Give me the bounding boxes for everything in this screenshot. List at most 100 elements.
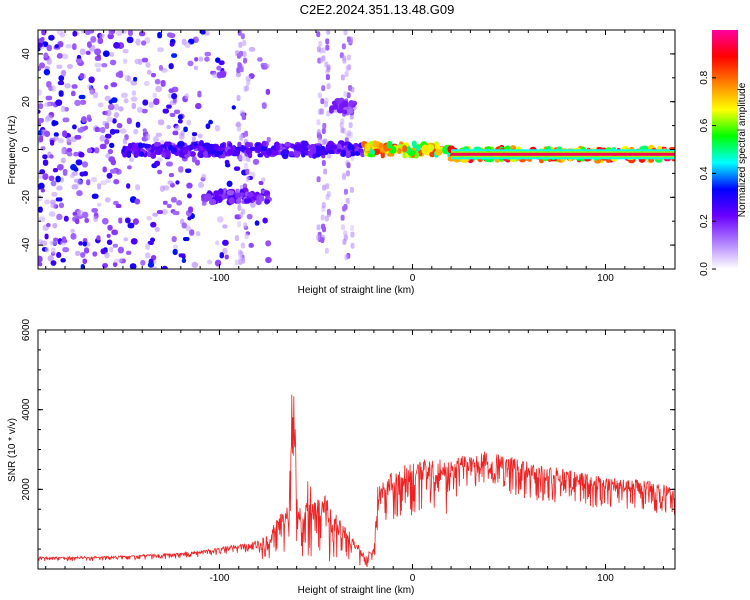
heatmap-cell	[105, 109, 112, 117]
heatmap-cell	[168, 173, 175, 178]
heatmap-cell	[74, 250, 81, 256]
heatmap-cell	[207, 259, 213, 265]
heatmap-cell	[104, 139, 110, 145]
heatmap-cell	[261, 140, 267, 147]
heatmap-cell	[86, 179, 91, 186]
heatmap-cell	[104, 252, 110, 259]
heatmap-cell	[111, 229, 118, 236]
heatmap-cell	[202, 143, 210, 149]
heatmap-cell	[191, 132, 198, 137]
heatmap-cell	[137, 142, 143, 149]
heatmap-cell	[263, 190, 270, 196]
heatmap-cell	[342, 172, 347, 179]
heatmap-cell	[107, 148, 114, 155]
heatmap-cell	[348, 100, 354, 108]
heatmap-cell	[249, 146, 256, 151]
heatmap-cell	[91, 208, 98, 213]
heatmap-cell	[320, 98, 325, 105]
heatmap-cell	[241, 208, 246, 215]
heatmap-cell	[94, 126, 100, 133]
heatmap-cell	[48, 211, 56, 217]
heatmap-cell	[66, 151, 73, 157]
heatmap-cell	[228, 142, 233, 147]
heatmap-cell	[244, 85, 249, 92]
heatmap-cell	[88, 76, 95, 84]
heatmap-cell	[46, 222, 51, 228]
heatmap-cell	[81, 116, 87, 123]
heatmap-cell	[191, 156, 197, 163]
heatmap-cell	[343, 230, 348, 237]
heatmap-cell	[199, 140, 204, 148]
heatmap-cell	[46, 44, 52, 52]
heatmap-cell	[82, 241, 87, 247]
heatmap-cell	[112, 243, 119, 248]
heatmap-cell	[99, 33, 105, 39]
heatmap-cell	[240, 33, 245, 40]
heatmap-cell	[45, 95, 53, 101]
heatmap-cell	[79, 99, 87, 105]
heatmap-cell	[372, 140, 378, 148]
heatmap-cell	[126, 36, 134, 44]
heatmap-cell	[364, 143, 371, 152]
heatmap-cell	[254, 220, 260, 226]
heatmap-cell	[323, 168, 328, 175]
heatmap-cell	[288, 151, 295, 156]
heatmap-cell	[104, 122, 110, 129]
heatmap-cell	[326, 30, 331, 35]
heatmap-cell	[265, 256, 272, 264]
heatmap-cell	[236, 94, 241, 101]
heatmap-cell	[338, 103, 345, 110]
heatmap-cell	[166, 104, 172, 109]
heatmap-cell	[331, 100, 337, 106]
heatmap-cell	[78, 241, 83, 246]
heatmap-cell	[130, 238, 138, 245]
heatmap-cell	[154, 160, 161, 167]
heatmap-cell	[76, 190, 83, 197]
heatmap-cell	[97, 37, 104, 45]
heatmap-cell	[132, 146, 139, 153]
heatmap-cell	[344, 254, 349, 261]
heatmap-cell	[123, 98, 129, 104]
heatmap-cell	[235, 71, 242, 78]
heatmap-cell	[152, 92, 157, 99]
heatmap-cell	[168, 88, 175, 93]
heatmap-cell	[345, 150, 351, 159]
heatmap-cell	[227, 148, 235, 156]
heatmap-cell	[46, 57, 52, 65]
heatmap-cell	[104, 197, 111, 203]
heatmap-cell	[122, 58, 128, 64]
heatmap-cell	[228, 197, 235, 205]
heatmap-cell	[106, 116, 114, 123]
spectrogram-x-tick-label: 100	[597, 273, 614, 284]
heatmap-cell	[146, 69, 152, 75]
heatmap-cell	[104, 133, 112, 139]
snr-frame	[37, 329, 676, 570]
heatmap-cell	[208, 150, 215, 155]
heatmap-cell	[85, 50, 91, 56]
heatmap-cell	[155, 85, 163, 93]
heatmap-cell	[249, 201, 256, 208]
heatmap-cell	[185, 225, 191, 232]
heatmap-cell	[402, 145, 407, 153]
heatmap-cell	[201, 201, 207, 206]
heatmap-cell	[105, 153, 111, 159]
spectrogram-x-tick-label: 0	[410, 273, 416, 284]
heatmap-cell	[70, 90, 76, 97]
heatmap-cell	[38, 216, 46, 222]
heatmap-cell	[326, 191, 331, 198]
heatmap-cell	[107, 33, 114, 40]
heatmap-cell	[240, 242, 245, 249]
heatmap-cell	[126, 150, 132, 158]
heatmap-cell	[213, 190, 221, 196]
heatmap-cell	[321, 202, 326, 209]
heatmap-cell	[100, 180, 107, 186]
snr-y-axis-label: SNR (10 * v/v)	[7, 418, 18, 482]
heatmap-cell	[41, 30, 47, 36]
heatmap-cell	[127, 165, 132, 170]
heatmap-cell	[177, 141, 185, 148]
heatmap-cell	[195, 231, 201, 237]
heatmap-cell	[266, 136, 271, 143]
heatmap-cell	[118, 70, 123, 78]
colorbar-tick-label: 0.0	[699, 262, 710, 276]
heatmap-cell	[235, 50, 240, 57]
